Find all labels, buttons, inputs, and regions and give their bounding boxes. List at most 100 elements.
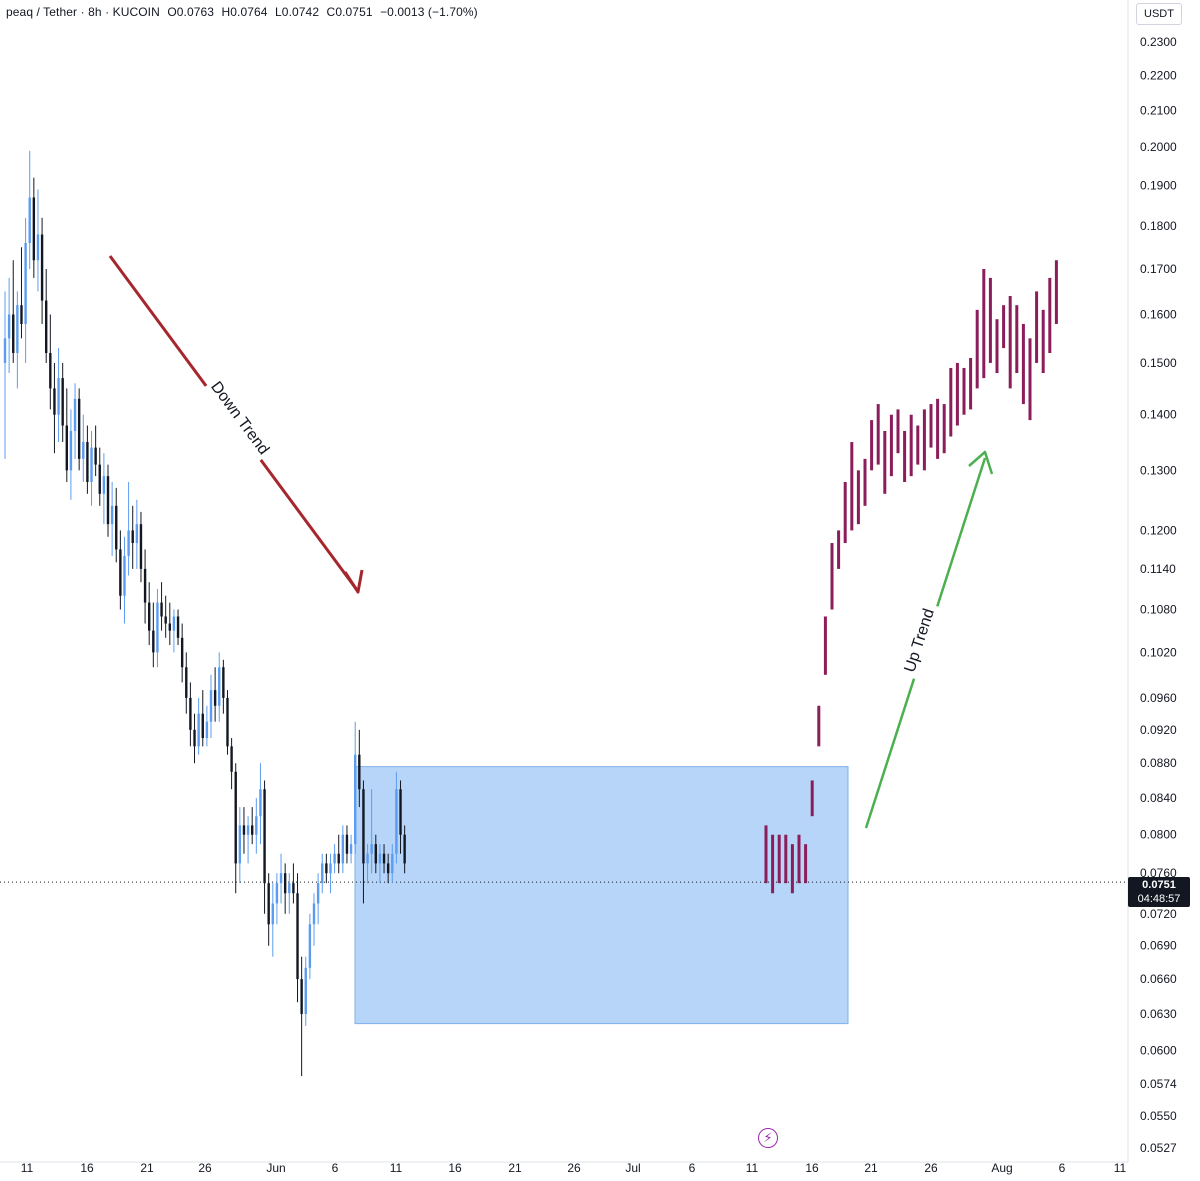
y-tick-label: 0.2000 [1140, 140, 1177, 154]
candle [246, 816, 250, 864]
candle [395, 771, 398, 864]
candle [222, 659, 225, 714]
candle [267, 873, 270, 946]
candle-body [193, 729, 196, 747]
projection-bar [1008, 295, 1012, 389]
x-tick-label: 16 [805, 1161, 819, 1175]
candle [391, 844, 394, 884]
down-trend-arrowhead [343, 569, 364, 594]
candle-body [98, 464, 101, 494]
lightning-icon[interactable]: ⚡ [758, 1128, 778, 1148]
candle [61, 362, 64, 443]
bar-countdown: 04:48:57 [1137, 893, 1181, 905]
candle-body [106, 476, 110, 525]
ohlc-open: O0.0763 [167, 5, 215, 19]
projection-bar [823, 616, 827, 675]
candle-body [226, 697, 229, 747]
projection-bar [850, 442, 854, 531]
candle-body [275, 883, 279, 904]
y-tick-label: 0.1300 [1140, 463, 1177, 477]
candle [185, 652, 188, 714]
candle-body [222, 667, 225, 698]
candle [168, 602, 171, 646]
candle-body [230, 746, 233, 772]
candle [135, 499, 139, 569]
candle-body [238, 825, 242, 864]
candle [82, 414, 85, 482]
candle [98, 447, 101, 506]
candle-body [205, 721, 209, 739]
projection-bar [837, 530, 841, 569]
ohlc-high: H0.0764 [221, 5, 268, 19]
down-trend-label: Down Trend [207, 379, 272, 458]
y-tick-label: 0.0527 [1140, 1141, 1177, 1155]
projection-bar [982, 269, 986, 379]
candle-body [263, 789, 266, 884]
candle [94, 425, 97, 477]
y-tick-label: 0.1600 [1140, 308, 1177, 322]
candle-body [82, 442, 85, 459]
candle [345, 825, 349, 864]
candle-body [292, 883, 295, 894]
candle [24, 217, 27, 363]
candle-body [90, 447, 93, 482]
candle-body [152, 630, 155, 653]
candle [296, 873, 299, 1003]
candle-body [197, 713, 200, 747]
candle-body [20, 305, 23, 324]
projection-bar [962, 367, 966, 415]
projection-bar [1028, 338, 1032, 421]
candle [321, 853, 324, 894]
up-trend-arrowhead [968, 450, 994, 475]
candle-body [139, 524, 143, 569]
last-price-tag: 0.0751 04:48:57 [1128, 877, 1190, 907]
projection-bar [863, 458, 867, 506]
projection-bar [1054, 260, 1058, 324]
projection-bar [922, 409, 926, 471]
projection-bar [843, 481, 847, 544]
candle [12, 260, 15, 363]
candle-body [283, 873, 287, 894]
candle [32, 177, 36, 278]
projection-bar [995, 319, 999, 374]
candle-body [209, 690, 213, 722]
consolidation-zone [354, 766, 849, 1025]
candle-body [189, 697, 192, 730]
candle-body [271, 903, 274, 925]
candle-body [279, 873, 283, 884]
candle-body [345, 834, 349, 854]
candle-body [325, 863, 328, 874]
candle [378, 844, 382, 884]
candle [292, 863, 295, 904]
candle [16, 291, 19, 389]
candle [300, 956, 303, 1077]
candle-body [362, 789, 365, 864]
y-tick-label: 0.0660 [1140, 972, 1177, 986]
candle-body [16, 305, 19, 354]
candle [259, 763, 262, 845]
y-tick-label: 0.1400 [1140, 408, 1177, 422]
candle-body [267, 883, 270, 925]
candle [251, 807, 254, 845]
currency-button[interactable]: USDT [1136, 3, 1182, 25]
projection-bar [969, 357, 973, 410]
candle-body [143, 568, 147, 603]
candle-body [127, 530, 130, 556]
symbol-header: peaq / Tether · 8h · KUCOIN O0.0763 H0.0… [6, 5, 478, 19]
candle [156, 588, 159, 668]
candle-body [131, 530, 134, 544]
candle [312, 893, 316, 946]
candle [255, 798, 258, 854]
candle [316, 873, 320, 925]
candle [341, 825, 345, 874]
candle-body [316, 883, 320, 904]
projection-bar [797, 834, 801, 884]
candle [349, 834, 353, 864]
candle [65, 388, 68, 482]
candle [193, 713, 196, 764]
candle-body [53, 388, 56, 415]
projection-bar [810, 780, 814, 817]
y-tick-label: 0.1800 [1140, 219, 1177, 233]
candle [333, 844, 336, 874]
